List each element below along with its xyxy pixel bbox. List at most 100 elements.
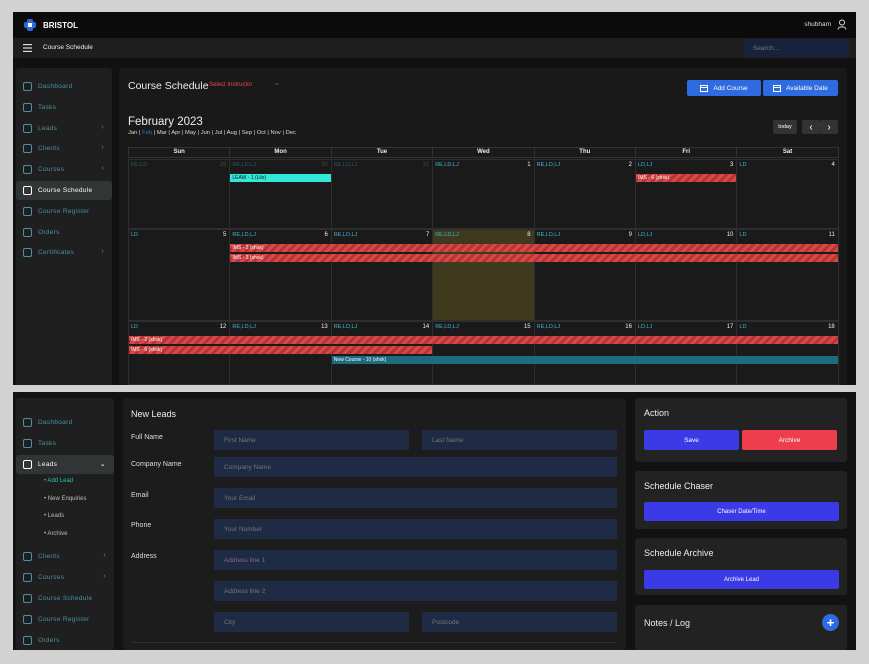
sidebar-item-label: Orders bbox=[38, 636, 60, 644]
month-sep[interactable]: Sep bbox=[241, 130, 253, 136]
phone-input[interactable] bbox=[214, 519, 617, 539]
sidebar-item-label: Leads bbox=[38, 124, 58, 132]
sidebar-item-course-schedule[interactable]: Course Schedule bbox=[16, 181, 112, 200]
sidebar-item-clients[interactable]: Clients › bbox=[16, 547, 114, 566]
calendar-day-cell[interactable]: RE,LD,LJ 7 bbox=[330, 229, 434, 321]
calendar-day-cell[interactable]: RE,LD 29 bbox=[128, 159, 231, 229]
month-aug[interactable]: Aug bbox=[226, 130, 237, 136]
day-number: 13 bbox=[321, 324, 328, 330]
sidebar-item-dashboard[interactable]: Dashboard bbox=[16, 77, 112, 96]
schedule-chaser-card: Schedule Chaser Chaser Date/Time bbox=[635, 471, 847, 529]
prev-month-button[interactable]: ‹ bbox=[802, 120, 820, 134]
calendar-day-cell[interactable]: LD,LJ 10 bbox=[635, 229, 738, 321]
available-date-button[interactable]: Available Date bbox=[763, 80, 838, 96]
address-line-1-input[interactable] bbox=[214, 550, 617, 570]
calendar-day-cell[interactable]: RE,LD,LJ 1 bbox=[432, 159, 535, 229]
calendar-day-cell[interactable]: LD 11 bbox=[736, 229, 839, 321]
sidebar-item-clients[interactable]: Clients › bbox=[16, 139, 112, 158]
today-button[interactable]: today bbox=[773, 120, 797, 134]
month-may[interactable]: May bbox=[185, 130, 196, 136]
sidebar: Dashboard Tasks Leads ⌄ • Add Lead • New Enqu… bbox=[16, 398, 114, 650]
city-input[interactable] bbox=[214, 612, 409, 632]
month-apr[interactable]: Apr bbox=[171, 130, 181, 136]
calendar-day-cell[interactable]: LD 4 bbox=[736, 159, 839, 229]
sidebar-item-course-register[interactable]: Course Register bbox=[16, 202, 112, 221]
calendar-day-cell[interactable]: RE,LD,LJ 16 bbox=[533, 321, 636, 385]
add-note-button[interactable]: + bbox=[822, 614, 839, 631]
sidebar-item-tasks[interactable]: Tasks bbox=[16, 98, 112, 117]
month-mar[interactable]: Mar bbox=[156, 130, 167, 136]
sidebar-item-dashboard[interactable]: Dashboard bbox=[16, 413, 114, 432]
month-nov[interactable]: Nov bbox=[270, 130, 281, 136]
brand-logo[interactable]: BRISTOL bbox=[23, 18, 78, 32]
month-jun[interactable]: Jun bbox=[200, 130, 211, 136]
sidebar-item-courses[interactable]: Courses › bbox=[16, 160, 112, 179]
calendar-day-cell[interactable]: RE,LD,LJ 31 bbox=[330, 159, 434, 229]
sidebar-item-leads[interactable]: Leads › bbox=[16, 119, 112, 138]
month-separator: | bbox=[222, 130, 227, 136]
sidebar-item-orders[interactable]: Orders bbox=[16, 223, 112, 242]
month-separator: | bbox=[180, 130, 185, 136]
month-jul[interactable]: Jul bbox=[214, 130, 223, 136]
calendar-day-cell[interactable]: RE,LD,LJ 2 bbox=[533, 159, 636, 229]
calendar-event[interactable]: IMS - 6 (shsk) bbox=[129, 346, 433, 354]
month-feb[interactable]: Feb bbox=[142, 130, 153, 136]
month-dec[interactable]: Dec bbox=[285, 130, 296, 136]
calendar-event[interactable]: IMS - 2 (shsk) bbox=[230, 244, 838, 252]
month-jan[interactable]: Jan bbox=[128, 130, 138, 136]
month-separator: | bbox=[265, 130, 271, 136]
save-button[interactable]: Save bbox=[644, 430, 739, 450]
calendar-day-cell[interactable]: LD 18 bbox=[736, 321, 839, 385]
sidebar-subitem-leads[interactable]: • Leads bbox=[44, 513, 65, 520]
postcode-input[interactable] bbox=[422, 612, 617, 632]
calendar-day-cell[interactable]: RE,LD,LJ 9 bbox=[533, 229, 636, 321]
chaser-date-time-button[interactable]: Chaser Date/Time bbox=[644, 502, 839, 521]
user-menu[interactable]: shubham bbox=[804, 19, 847, 30]
sidebar-item-leads[interactable]: Leads ⌄ bbox=[16, 454, 114, 474]
calendar-day-cell[interactable]: LD,LJ 3 bbox=[635, 159, 738, 229]
calendar-event[interactable]: IMS - 6 (shsk) bbox=[636, 174, 737, 182]
email-input[interactable] bbox=[214, 488, 617, 508]
next-month-button[interactable]: › bbox=[820, 120, 838, 134]
calendar-day-cell[interactable]: RE,LD,LJ 6 bbox=[229, 229, 332, 321]
notes-log-title: Notes / Log bbox=[644, 618, 691, 628]
sidebar-item-orders[interactable]: Orders bbox=[16, 631, 114, 650]
calendar-day-cell[interactable]: RE,LD,LJ 15 bbox=[432, 321, 535, 385]
calendar-event[interactable]: New Course - 10 (shsk) bbox=[331, 356, 838, 364]
company-name-input[interactable] bbox=[214, 457, 617, 477]
sidebar-subitem-add-lead[interactable]: • Add Lead bbox=[44, 478, 74, 485]
archive-button[interactable]: Archive bbox=[742, 430, 837, 450]
address-line-2-input[interactable] bbox=[214, 581, 617, 601]
first-name-input[interactable] bbox=[214, 430, 409, 450]
hamburger-menu-icon[interactable] bbox=[23, 44, 32, 52]
month-oct[interactable]: Oct bbox=[256, 130, 266, 136]
add-course-button[interactable]: Add Course bbox=[687, 80, 761, 96]
instructor-select[interactable]: Select Instructor bbox=[209, 82, 253, 88]
sidebar-item-courses[interactable]: Courses › bbox=[16, 568, 114, 587]
sidebar-subitem-new-enquiries[interactable]: • New Enquiries bbox=[44, 495, 87, 502]
sidebar-subitem-archive[interactable]: • Archive bbox=[44, 530, 68, 537]
archive-lead-button[interactable]: Archive Lead bbox=[644, 570, 839, 589]
calendar-day-cell[interactable]: LD 5 bbox=[128, 229, 231, 321]
sidebar-item-tasks[interactable]: Tasks bbox=[16, 434, 114, 453]
day-tag: RE,LD,LJ bbox=[333, 324, 358, 330]
calendar-event[interactable]: IMS - 3 (shsk) bbox=[230, 254, 838, 262]
calendar-event[interactable]: LEAW - 1 (Lilo) bbox=[230, 174, 331, 182]
calendar-day-cell[interactable]: LD,LJ 17 bbox=[635, 321, 738, 385]
search-input[interactable] bbox=[744, 39, 849, 57]
weekday-header: Sun bbox=[128, 147, 231, 158]
sidebar-item-label: Clients bbox=[38, 145, 60, 153]
course-schedule-icon bbox=[23, 186, 32, 195]
calendar-day-cell[interactable]: RE,LD,LJ 30 bbox=[229, 159, 332, 229]
day-number: 4 bbox=[831, 162, 835, 168]
day-number: 7 bbox=[425, 232, 430, 238]
sidebar-item-certificates[interactable]: Certificates › bbox=[16, 243, 112, 262]
day-number: 29 bbox=[219, 162, 227, 168]
instructor-chevron-icon[interactable]: ⌄ bbox=[274, 80, 280, 87]
sidebar-item-course-register[interactable]: Course Register bbox=[16, 610, 114, 629]
sidebar-item-course-schedule[interactable]: Course Schedule bbox=[16, 589, 114, 608]
last-name-input[interactable] bbox=[422, 430, 617, 450]
calendar-day-cell[interactable]: RE,LD,LJ 8 bbox=[432, 229, 535, 321]
calendar-event[interactable]: IMS - 2 (shsk) bbox=[129, 336, 838, 344]
day-number: 18 bbox=[828, 324, 835, 330]
